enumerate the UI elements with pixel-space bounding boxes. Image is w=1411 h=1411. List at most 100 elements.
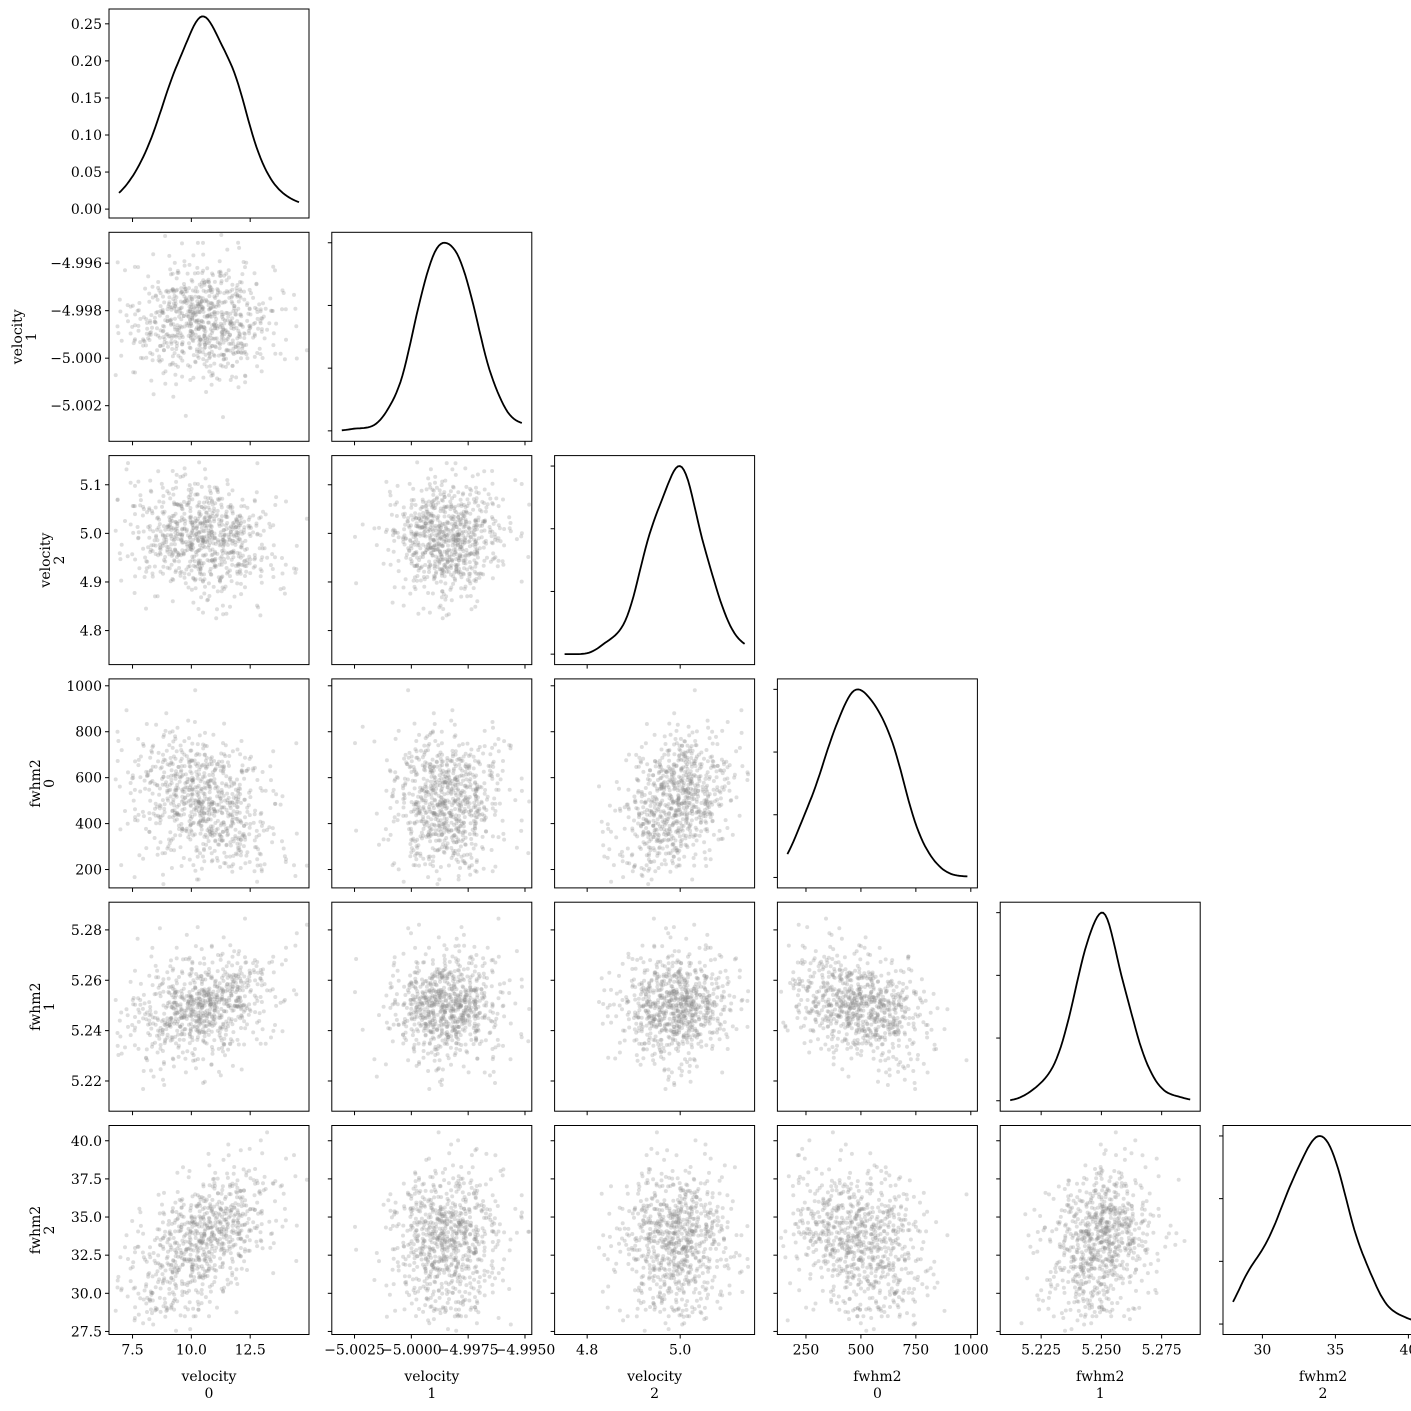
scatter-point bbox=[458, 800, 463, 805]
scatter-point bbox=[402, 800, 407, 805]
scatter-point bbox=[401, 585, 406, 590]
scatter-point bbox=[420, 497, 425, 502]
scatter-point bbox=[439, 542, 443, 547]
scatter-point bbox=[136, 308, 141, 313]
scatter-point bbox=[116, 331, 121, 336]
scatter-point bbox=[186, 585, 191, 590]
scatter-point bbox=[165, 319, 170, 323]
scatter-point bbox=[229, 295, 234, 300]
scatter-point bbox=[184, 527, 189, 532]
scatter-point bbox=[190, 959, 195, 964]
scatter-point bbox=[446, 514, 451, 519]
scatter-point bbox=[459, 504, 464, 508]
scatter-point bbox=[168, 547, 173, 552]
scatter-point bbox=[147, 830, 152, 834]
scatter-point bbox=[229, 299, 234, 304]
scatter-point bbox=[714, 775, 719, 780]
scatter-point bbox=[199, 299, 204, 304]
scatter-point bbox=[177, 779, 182, 784]
scatter-point bbox=[165, 307, 170, 312]
scatter-point bbox=[231, 346, 236, 351]
scatter-point bbox=[654, 839, 659, 844]
scatter-point bbox=[260, 555, 265, 560]
scatter-point bbox=[427, 499, 431, 504]
scatter-point bbox=[132, 787, 137, 792]
scatter-point bbox=[683, 808, 688, 813]
scatter-point bbox=[176, 551, 181, 556]
scatter-point bbox=[242, 824, 246, 828]
scatter-point bbox=[415, 799, 419, 804]
scatter-point bbox=[239, 351, 244, 355]
scatter-point bbox=[220, 603, 225, 608]
scatter-point bbox=[199, 947, 204, 952]
scatter-point bbox=[435, 818, 440, 823]
scatter-point bbox=[174, 794, 179, 799]
scatter-point bbox=[215, 539, 220, 544]
scatter-point bbox=[204, 279, 209, 284]
scatter-point bbox=[147, 811, 152, 816]
scatter-point bbox=[194, 753, 198, 758]
scatter-point bbox=[247, 307, 252, 312]
scatter-point bbox=[401, 879, 406, 884]
scatter-point bbox=[161, 882, 166, 887]
scatter-point bbox=[191, 331, 196, 336]
panel-3-2 bbox=[550, 678, 756, 892]
y-tick-label: 0.10 bbox=[71, 128, 102, 144]
scatter-point bbox=[187, 262, 192, 267]
scatter-point bbox=[432, 722, 437, 726]
scatter-point bbox=[188, 509, 193, 514]
scatter-point bbox=[423, 782, 428, 787]
scatter-point bbox=[218, 342, 223, 347]
scatter-point bbox=[161, 294, 165, 299]
scatter-point bbox=[239, 280, 244, 285]
scatter-point bbox=[115, 759, 120, 763]
scatter-point bbox=[228, 320, 233, 325]
scatter-point bbox=[727, 788, 732, 793]
scatter-point bbox=[196, 295, 201, 300]
scatter-point bbox=[459, 586, 464, 591]
scatter-point bbox=[191, 312, 196, 316]
scatter-point bbox=[151, 543, 156, 548]
scatter-point bbox=[280, 288, 285, 293]
scatter-point bbox=[209, 336, 214, 341]
scatter-point bbox=[171, 800, 176, 805]
scatter-point bbox=[175, 1028, 180, 1033]
scatter-point bbox=[710, 754, 714, 759]
scatter-point bbox=[179, 286, 184, 291]
scatter-point bbox=[155, 852, 160, 857]
scatter-point bbox=[187, 535, 192, 540]
scatter-point bbox=[430, 591, 435, 596]
scatter-point bbox=[470, 772, 475, 777]
scatter-point bbox=[230, 316, 235, 321]
scatter-point bbox=[417, 732, 422, 737]
scatter-point bbox=[426, 830, 431, 834]
scatter-point bbox=[445, 756, 450, 760]
scatter-point bbox=[223, 328, 228, 333]
scatter-point bbox=[204, 842, 209, 847]
scatter-point bbox=[167, 295, 172, 300]
scatter-point bbox=[242, 776, 247, 781]
scatter-point bbox=[262, 336, 267, 341]
scatter-point bbox=[605, 855, 610, 860]
scatter-point bbox=[633, 832, 638, 837]
scatter-point bbox=[737, 745, 742, 750]
scatter-point bbox=[656, 866, 661, 870]
scatter-point bbox=[655, 788, 660, 793]
scatter-point bbox=[179, 518, 184, 523]
scatter-point bbox=[170, 599, 175, 604]
scatter-point bbox=[428, 762, 433, 767]
scatter-point bbox=[206, 320, 211, 325]
scatter-point bbox=[157, 359, 162, 364]
scatter-point bbox=[453, 799, 458, 804]
scatter-point bbox=[463, 466, 468, 471]
scatter-point bbox=[418, 834, 423, 839]
scatter-point bbox=[201, 742, 206, 747]
scatter-point bbox=[254, 1037, 259, 1042]
scatter-point bbox=[224, 523, 228, 528]
scatter-point bbox=[235, 816, 240, 821]
scatter-point bbox=[463, 557, 468, 562]
scatter-point bbox=[208, 535, 212, 540]
scatter-point bbox=[383, 530, 388, 534]
scatter-point bbox=[157, 792, 162, 797]
scatter-point bbox=[207, 351, 212, 356]
